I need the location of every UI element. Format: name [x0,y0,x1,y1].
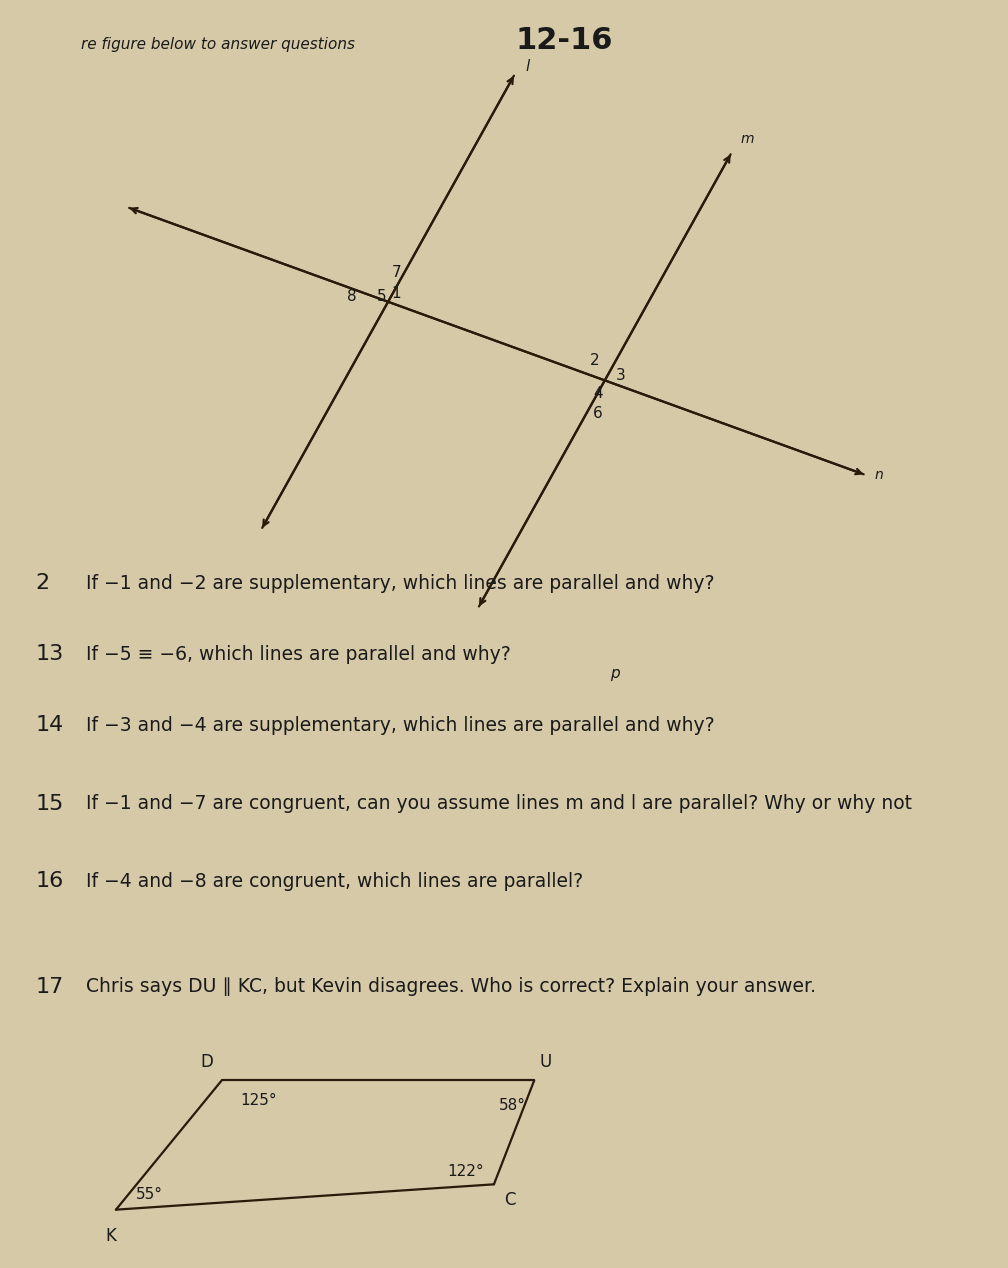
Text: 16: 16 [35,871,64,891]
Text: U: U [539,1054,551,1071]
Text: D: D [201,1054,214,1071]
Text: 13: 13 [35,644,64,664]
Text: 7: 7 [391,265,401,280]
Text: p: p [610,666,620,681]
Text: 55°: 55° [136,1187,163,1202]
Text: 125°: 125° [240,1093,276,1108]
Text: 2: 2 [590,353,599,368]
Text: 6: 6 [594,406,603,421]
Text: 1: 1 [391,287,401,301]
Text: If −4 and −8 are congruent, which lines are parallel?: If −4 and −8 are congruent, which lines … [86,872,583,890]
Text: m: m [740,132,754,146]
Text: 8: 8 [347,289,356,304]
Text: 5: 5 [377,289,386,304]
Text: 122°: 122° [448,1164,484,1179]
Text: 4: 4 [594,385,603,401]
Text: If −1 and −2 are supplementary, which lines are parallel and why?: If −1 and −2 are supplementary, which li… [86,574,715,592]
Text: 58°: 58° [499,1098,526,1113]
Text: n: n [874,468,883,482]
Text: If −3 and −4 are supplementary, which lines are parallel and why?: If −3 and −4 are supplementary, which li… [86,716,715,734]
Text: re figure below to answer questions: re figure below to answer questions [81,37,355,52]
Text: 3: 3 [616,368,625,383]
Text: If −1 and −7 are congruent, can you assume lines m and l are parallel? Why or wh: If −1 and −7 are congruent, can you assu… [86,795,911,813]
Text: 15: 15 [35,794,64,814]
Text: 2: 2 [35,573,49,593]
Text: 12-16: 12-16 [516,27,613,55]
Text: K: K [106,1227,116,1245]
Text: If −5 ≡ −6, which lines are parallel and why?: If −5 ≡ −6, which lines are parallel and… [86,645,510,663]
Text: 17: 17 [35,976,64,997]
Text: 14: 14 [35,715,64,735]
Text: C: C [504,1191,515,1208]
Text: l: l [525,60,529,75]
Text: Chris says DU ∥ KC, but Kevin disagrees. Who is correct? Explain your answer.: Chris says DU ∥ KC, but Kevin disagrees.… [86,978,815,995]
